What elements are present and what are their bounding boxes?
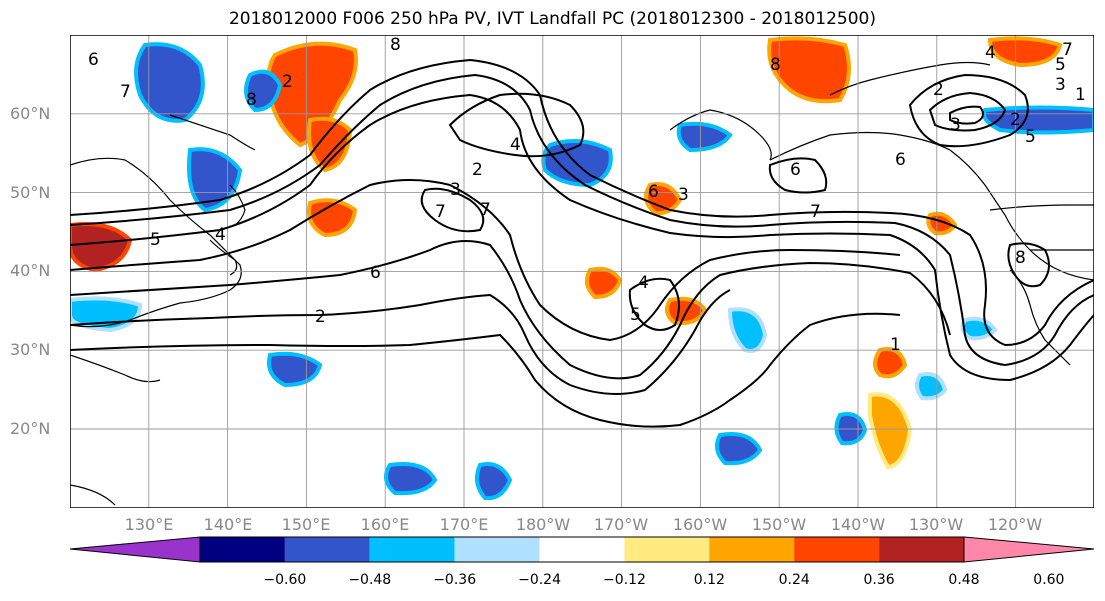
lat-label: 30°N [10, 340, 51, 359]
lat-label: 50°N [10, 183, 51, 202]
contour-label: 5 [630, 305, 641, 325]
lat-label: 60°N [10, 104, 51, 123]
contour-label: 7 [435, 202, 446, 222]
colorbar-swatch [454, 537, 540, 562]
lon-label: 130°W [908, 515, 964, 534]
colorbar-tick-label: −0.24 [518, 572, 561, 588]
colorbar [70, 536, 1094, 563]
colorbar-tick-label: −0.36 [433, 572, 477, 588]
contour-label: 8 [1015, 248, 1026, 268]
lon-label: 130°E [124, 515, 174, 534]
colorbar-swatch [624, 537, 710, 562]
map-panel: 6 7 8 2 4 5 6 7 8 1 2 3 4 5 6 7 8 2 3 4 … [70, 35, 1094, 508]
lon-label: 140°W [830, 515, 886, 534]
contour-label: 3 [950, 115, 961, 135]
contour-label: 4 [985, 43, 996, 63]
contour-label: 3 [450, 180, 461, 200]
colorbar-swatch [539, 537, 625, 562]
colorbar-tick-label: 0.48 [948, 572, 980, 588]
colorbar-swatch [284, 537, 370, 562]
contour-label: 2 [315, 307, 326, 327]
lon-label: 160°E [360, 515, 410, 534]
contour-label: 2 [933, 80, 944, 100]
colorbar-tick-label: −0.12 [602, 572, 646, 588]
contour-label: 7 [120, 82, 131, 102]
lat-label: 40°N [10, 261, 51, 280]
colorbar-tick-label: −0.48 [348, 572, 392, 588]
lon-label: 140°E [203, 515, 253, 534]
contour-label: 2 [472, 160, 483, 180]
lon-label: 150°E [281, 515, 331, 534]
pv-contour-layer [70, 58, 1094, 428]
colorbar-swatch [369, 537, 455, 562]
contour-label: 8 [770, 55, 781, 75]
coastline-layer [70, 61, 1094, 506]
colorbar-swatch [879, 537, 964, 562]
contour-label: 7 [810, 202, 821, 222]
colorbar-swatch [709, 537, 795, 562]
contour-label: 2 [282, 72, 293, 92]
colorbar-swatch [963, 536, 1094, 563]
lon-label: 170°E [439, 515, 489, 534]
contour-label: 2 [1010, 110, 1021, 130]
contour-label: 3 [1055, 75, 1066, 95]
colorbar-tick-label: 0.24 [778, 572, 810, 588]
colorbar-swatch [200, 537, 285, 562]
lat-lon-grid [70, 35, 1094, 508]
lon-label: 170°W [593, 515, 649, 534]
colorbar-tick-label: 0.12 [693, 572, 725, 588]
colorbar-tick-label: 0.36 [863, 572, 895, 588]
contour-label: 5 [1055, 55, 1066, 75]
contour-label: 1 [1075, 85, 1086, 105]
colorbar-swatch [794, 537, 880, 562]
colorbar-swatches [70, 536, 1094, 563]
contour-label: 8 [246, 90, 257, 110]
contour-label: 4 [215, 225, 226, 245]
colorbar-swatch [70, 536, 201, 563]
contour-label: 4 [638, 273, 649, 293]
contour-labels: 6 7 8 2 4 5 6 7 8 1 2 3 4 5 6 7 8 2 3 4 … [88, 35, 1086, 355]
shaded-anomaly-layer [70, 36, 1094, 501]
contour-label: 6 [648, 182, 659, 202]
lon-label: 180°W [515, 515, 571, 534]
colorbar-tick-label: 0.60 [1033, 572, 1065, 588]
lon-label: 150°W [751, 515, 807, 534]
colorbar-tick-label: −0.60 [263, 572, 307, 588]
contour-label: 5 [1025, 127, 1036, 147]
contour-label: 6 [895, 150, 906, 170]
contour-label: 6 [790, 160, 801, 180]
contour-label: 4 [510, 135, 521, 155]
contour-label: 1 [890, 335, 901, 355]
lon-label: 120°W [987, 515, 1043, 534]
contour-label: 3 [678, 185, 689, 205]
lat-label: 20°N [10, 419, 51, 438]
map-title: 2018012000 F006 250 hPa PV, IVT Landfall… [228, 9, 876, 29]
lon-label: 160°W [672, 515, 728, 534]
contour-label: 6 [88, 50, 99, 70]
contour-label: 7 [1062, 40, 1073, 60]
contour-label: 5 [150, 230, 161, 250]
contour-label: 7 [480, 200, 491, 220]
colorbar-frame [199, 536, 965, 563]
contour-label: 6 [370, 263, 381, 283]
contour-label: 8 [390, 35, 401, 55]
